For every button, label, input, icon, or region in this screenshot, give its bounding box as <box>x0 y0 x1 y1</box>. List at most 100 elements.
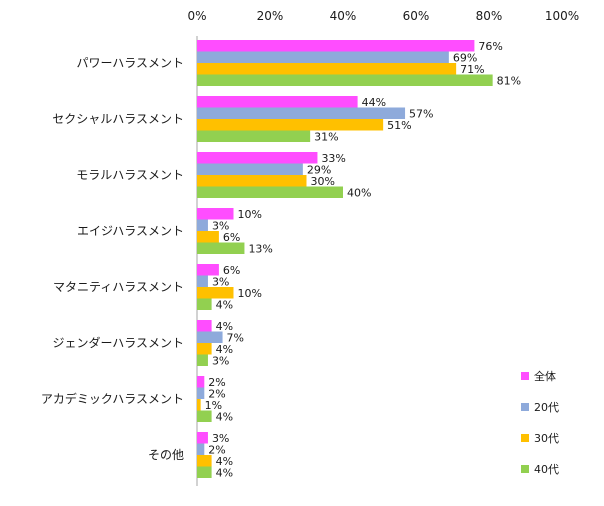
data-label: 71% <box>460 63 484 76</box>
bar <box>197 331 223 343</box>
x-axis-ticks: 0% 20% 40% 60% 80% 100% <box>187 9 579 23</box>
bar <box>197 287 234 299</box>
data-label: 6% <box>223 231 240 244</box>
x-tick-label: 40% <box>330 9 357 23</box>
category-label: パワーハラスメント <box>76 56 184 70</box>
bar <box>197 376 205 388</box>
data-label: 4% <box>216 410 233 423</box>
legend-swatch <box>521 403 529 411</box>
data-label: 3% <box>212 275 229 288</box>
category-label: マタニティハラスメント <box>53 280 184 294</box>
bar <box>197 432 208 444</box>
data-label: 10% <box>238 287 262 300</box>
category-group: 10% 3%6% 13% <box>197 208 273 255</box>
bar <box>197 130 311 142</box>
legend-item: 20代 <box>521 401 559 414</box>
bar-groups: 76%69%71% 81% 44% 57%51% 31% 33%29%30% 40% 10% 3… <box>197 40 521 479</box>
legend: 全体 20代 30代 40代 <box>521 369 559 476</box>
bar <box>197 163 303 175</box>
category-label: その他 <box>148 448 184 462</box>
bar <box>197 231 219 243</box>
legend-label: 40代 <box>534 463 559 476</box>
x-tick-label: 20% <box>257 9 284 23</box>
bar <box>197 387 205 399</box>
data-label: 33% <box>321 152 345 165</box>
bar <box>197 443 205 455</box>
data-label: 2% <box>208 387 225 400</box>
data-label: 4% <box>216 298 233 311</box>
category-label: エイジハラスメント <box>77 224 184 238</box>
data-label: 6% <box>223 264 240 277</box>
data-label: 57% <box>409 107 433 120</box>
x-tick-label: 0% <box>187 9 206 23</box>
bar <box>197 354 208 366</box>
bar <box>197 466 212 478</box>
category-group: 44% 57%51% 31% <box>197 96 434 143</box>
bar <box>197 152 318 164</box>
bar <box>197 219 208 231</box>
data-label: 51% <box>387 119 411 132</box>
category-group: 33%29%30% 40% <box>197 152 371 199</box>
data-label: 10% <box>238 208 262 221</box>
bar <box>197 186 343 198</box>
legend-swatch <box>521 465 529 473</box>
data-label: 7% <box>227 331 244 344</box>
bar <box>197 275 208 287</box>
bar <box>197 399 201 411</box>
legend-label: 全体 <box>534 369 556 383</box>
bar <box>197 74 493 86</box>
data-label: 4% <box>216 343 233 356</box>
data-label: 69% <box>453 51 477 64</box>
bar <box>197 343 212 355</box>
data-label: 31% <box>314 130 338 143</box>
data-label: 2% <box>208 443 225 456</box>
category-labels: パワーハラスメントセクシャルハラスメントモラルハラスメントエイジハラスメントマタ… <box>41 56 184 462</box>
data-label: 3% <box>212 219 229 232</box>
category-label: ジェンダーハラスメント <box>52 335 184 350</box>
x-tick-label: 100% <box>545 9 579 23</box>
category-group: 76%69%71% 81% <box>197 40 521 87</box>
bar <box>197 119 384 131</box>
legend-swatch <box>521 434 529 442</box>
category-group: 2%2%1%4% <box>197 376 233 423</box>
legend-label: 30代 <box>534 432 559 445</box>
data-label: 30% <box>311 175 335 188</box>
data-label: 40% <box>347 186 371 199</box>
bar <box>197 51 449 63</box>
x-tick-label: 60% <box>403 9 430 23</box>
bar <box>197 208 234 220</box>
bar <box>197 63 457 75</box>
bar <box>197 320 212 332</box>
category-group: 3%2%4%4% <box>197 432 233 479</box>
category-group: 6%3% 10% 4% <box>197 264 262 311</box>
bar <box>197 40 475 52</box>
data-label: 29% <box>307 163 331 176</box>
data-label: 4% <box>216 455 233 468</box>
x-tick-label: 80% <box>476 9 503 23</box>
category-group: 4%7%4%3% <box>197 320 244 367</box>
data-label: 81% <box>497 74 521 87</box>
data-label: 2% <box>208 376 225 389</box>
data-label: 4% <box>216 320 233 333</box>
legend-label: 20代 <box>534 401 559 414</box>
data-label: 1% <box>205 399 222 412</box>
bar <box>197 298 212 310</box>
bar <box>197 264 219 276</box>
bar <box>197 242 245 254</box>
bar <box>197 96 358 108</box>
category-label: セクシャルハラスメント <box>52 112 184 126</box>
legend-item: 30代 <box>521 432 559 445</box>
data-label: 3% <box>212 354 229 367</box>
legend-item: 全体 <box>521 369 556 383</box>
data-label: 76% <box>478 40 502 53</box>
legend-swatch <box>521 372 529 380</box>
bar <box>197 455 212 467</box>
legend-item: 40代 <box>521 463 559 476</box>
data-label: 44% <box>362 96 386 109</box>
category-label: モラルハラスメント <box>76 168 184 182</box>
data-label: 13% <box>248 242 272 255</box>
category-label: アカデミックハラスメント <box>41 391 184 406</box>
data-label: 4% <box>216 466 233 479</box>
bar <box>197 410 212 422</box>
